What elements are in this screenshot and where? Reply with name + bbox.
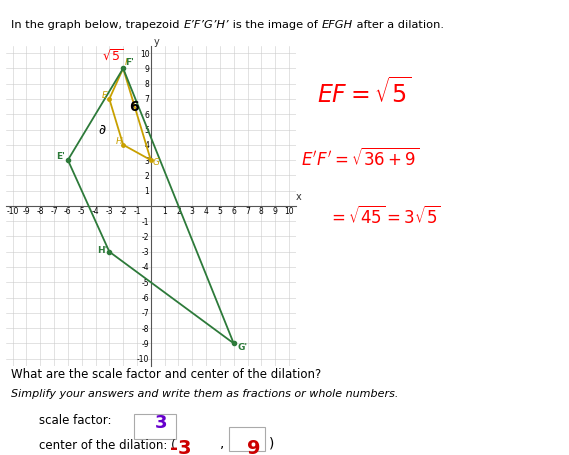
Text: ,: ,: [220, 436, 225, 450]
Text: EFGH: EFGH: [321, 20, 353, 30]
Text: H': H': [97, 246, 108, 255]
Text: $\sqrt{5}$: $\sqrt{5}$: [102, 49, 123, 64]
Text: E’F’G’H’: E’F’G’H’: [184, 20, 229, 30]
Text: x: x: [296, 192, 302, 202]
Text: F': F': [125, 58, 134, 67]
Text: y: y: [154, 37, 159, 47]
Text: E: E: [102, 91, 108, 100]
Text: F: F: [125, 58, 130, 67]
Text: Simplify your answers and write them as fractions or whole numbers.: Simplify your answers and write them as …: [11, 389, 399, 399]
Text: G: G: [152, 158, 159, 167]
FancyBboxPatch shape: [134, 414, 176, 440]
Text: after a dilation.: after a dilation.: [353, 20, 444, 30]
Text: 9: 9: [246, 439, 260, 455]
Text: G': G': [237, 343, 248, 352]
Text: 6: 6: [129, 100, 139, 114]
Text: scale factor:: scale factor:: [39, 414, 112, 427]
Text: $=\sqrt{45}=3\sqrt{5}$: $=\sqrt{45}=3\sqrt{5}$: [328, 206, 441, 228]
Text: 3: 3: [155, 414, 168, 432]
Text: In the graph below, trapezoid: In the graph below, trapezoid: [11, 20, 184, 30]
Text: What are the scale factor and center of the dilation?: What are the scale factor and center of …: [11, 368, 321, 381]
Text: -3: -3: [170, 439, 192, 455]
Text: $\partial$: $\partial$: [98, 123, 107, 137]
Text: is the image of: is the image of: [229, 20, 321, 30]
Text: ): ): [269, 436, 274, 450]
Text: center of the dilation: (: center of the dilation: (: [39, 439, 176, 452]
Text: $EF=\sqrt{5}$: $EF=\sqrt{5}$: [318, 78, 411, 108]
Text: $E'F'=\sqrt{36+9}$: $E'F'=\sqrt{36+9}$: [301, 148, 419, 170]
Text: E': E': [56, 152, 65, 162]
FancyBboxPatch shape: [229, 427, 265, 451]
Text: H: H: [116, 137, 123, 146]
